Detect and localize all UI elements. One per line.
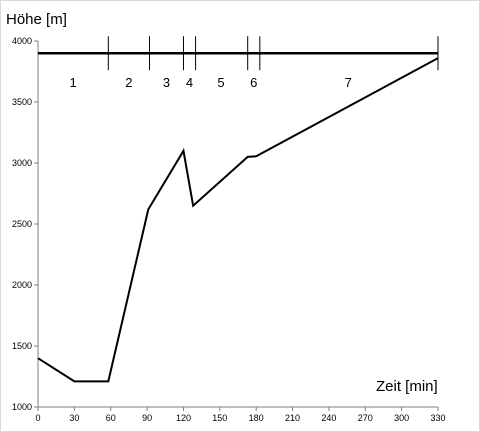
x-tick-label: 60 (106, 413, 116, 423)
segment-label: 1 (70, 75, 77, 90)
x-tick-label: 90 (142, 413, 152, 423)
segment-label: 2 (125, 75, 132, 90)
x-tick-label: 120 (176, 413, 191, 423)
x-tick-label: 300 (394, 413, 409, 423)
series-group (37, 57, 439, 383)
axes (34, 40, 439, 411)
x-tick-label: 210 (285, 413, 300, 423)
x-tick-label: 30 (69, 413, 79, 423)
x-tick-label: 330 (430, 413, 445, 423)
y-tick-label: 4000 (12, 36, 32, 46)
x-tick-label: 150 (212, 413, 227, 423)
segment-label: 3 (163, 75, 170, 90)
y-tick-label: 2000 (12, 280, 32, 290)
y-axis-title: Höhe [m] (6, 11, 67, 28)
x-tick-label: 180 (249, 413, 264, 423)
y-tick-label: 3500 (12, 97, 32, 107)
segment-label: 7 (345, 75, 352, 90)
x-tick-label: 240 (321, 413, 336, 423)
y-tick-label: 2500 (12, 219, 32, 229)
x-axis-title: Zeit [min] (376, 378, 438, 395)
y-tick-label: 1500 (12, 341, 32, 351)
y-tick-label: 3000 (12, 158, 32, 168)
segment-label: 6 (250, 75, 257, 90)
altitude-line (37, 57, 439, 383)
segment-label: 5 (217, 75, 224, 90)
x-tick-label: 0 (35, 413, 40, 423)
y-tick-label: 1000 (12, 402, 32, 412)
x-tick-label: 270 (358, 413, 373, 423)
reference-line-group: 1 2 3 4 5 6 7 (38, 36, 439, 90)
segment-label: 4 (186, 75, 193, 90)
